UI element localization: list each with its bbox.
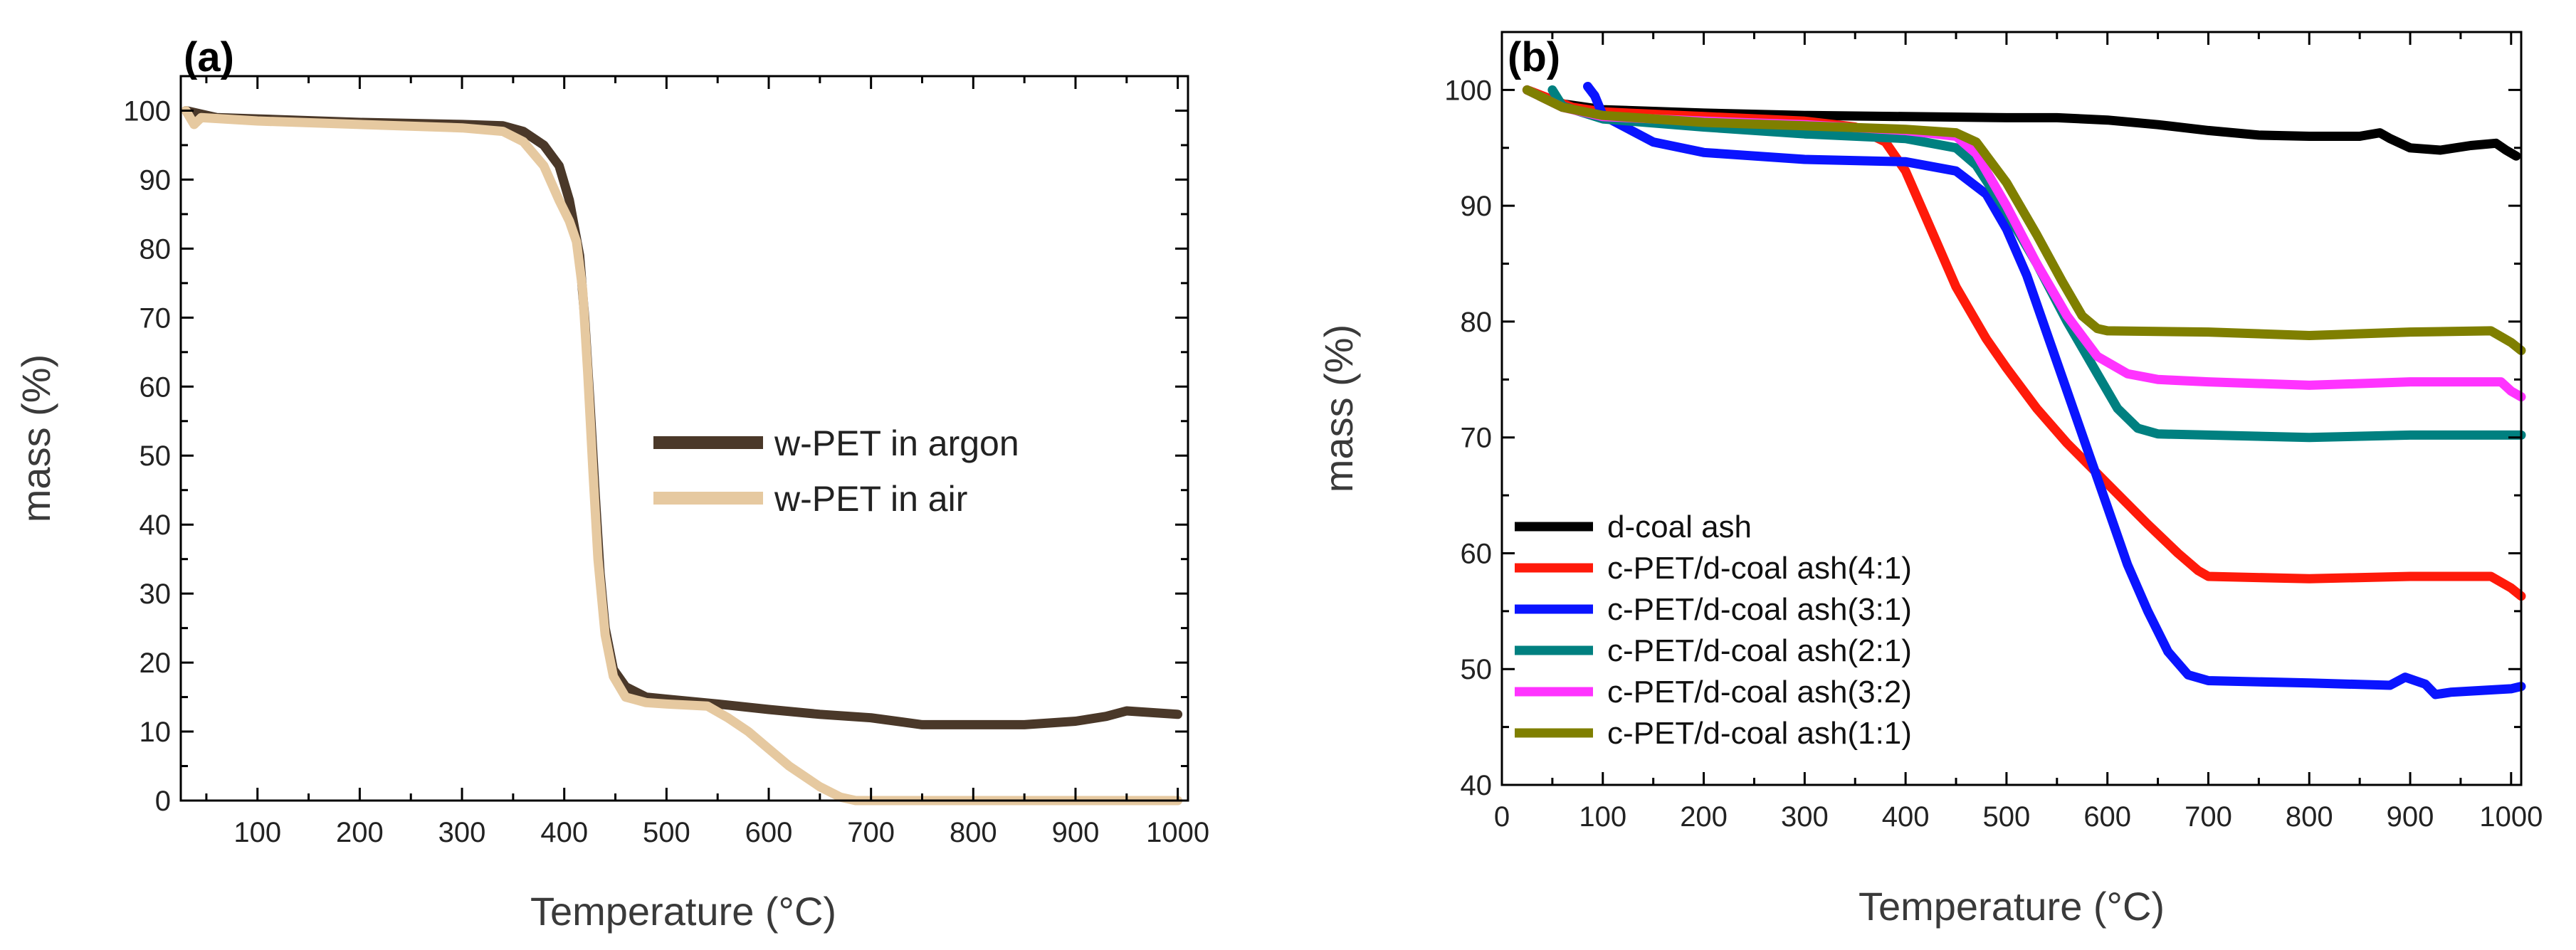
x-tick-label-600: 600 — [2083, 801, 2131, 833]
legend-label-w-pet-argon: w-PET in argon — [774, 423, 1019, 463]
panel-a-x-axis-title: Temperature (°C) — [530, 889, 836, 934]
panel-b-series-group — [1522, 82, 2526, 700]
series-line-c-pet-d-coal-ash-3-1 — [1583, 82, 2526, 700]
y-tick-label-30: 30 — [140, 579, 172, 610]
x-tick-label-200: 200 — [1680, 801, 1728, 833]
y-tick-label-0: 0 — [155, 786, 171, 817]
y-tick-label-100: 100 — [1444, 75, 1492, 106]
x-tick-label-800: 800 — [2286, 801, 2333, 833]
panel-b-plot-frame — [1500, 31, 2523, 786]
y-tick-label-70: 70 — [140, 302, 172, 334]
y-tick-label-50: 50 — [140, 440, 172, 472]
x-tick-label-300: 300 — [438, 817, 486, 848]
x-tick-label-200: 200 — [336, 817, 384, 848]
y-tick-label-100: 100 — [123, 95, 171, 127]
y-tick-label-20: 20 — [140, 648, 172, 679]
x-tick-label-1000: 1000 — [1146, 817, 1209, 848]
x-tick-label-600: 600 — [745, 817, 793, 848]
series-line-w-pet-in-air — [181, 106, 1183, 806]
legend-label-c-pet-d-coal-ash-3-2: c-PET/d-coal ash(3:2) — [1607, 675, 1912, 709]
x-tick-label-100: 100 — [233, 817, 281, 848]
series-line-w-pet-in-argon — [181, 106, 1183, 729]
x-tick-label-500: 500 — [1983, 801, 2031, 833]
panel-a-label: (a) — [184, 34, 234, 80]
x-tick-label-500: 500 — [643, 817, 690, 848]
y-tick-label-90: 90 — [1461, 191, 1493, 222]
x-tick-label-900: 900 — [2387, 801, 2434, 833]
x-tick-label-400: 400 — [540, 817, 588, 848]
legend-label-c-pet-d-coal-ash-4-1: c-PET/d-coal ash(4:1) — [1607, 551, 1912, 586]
legend-label-d-coal-ash: d-coal ash — [1607, 510, 1752, 544]
panel-b-y-axis-title: mass (%) — [1316, 324, 1361, 492]
panel-b-label: (b) — [1508, 34, 1560, 80]
x-tick-label-1000: 1000 — [2479, 801, 2543, 833]
x-tick-label-300: 300 — [1781, 801, 1829, 833]
y-tick-label-40: 40 — [140, 510, 172, 541]
x-tick-label-900: 900 — [1052, 817, 1100, 848]
panel-b-ticks: 0 100 200 300 400 500 600 700 800 900 1000 40 50 60 70… — [1444, 31, 2543, 833]
y-tick-label-60: 60 — [140, 371, 172, 403]
legend-label-w-pet-air: w-PET in air — [774, 479, 967, 519]
x-tick-label-100: 100 — [1579, 801, 1626, 833]
x-tick-label-800: 800 — [950, 817, 997, 848]
legend-label-c-pet-d-coal-ash-2-1: c-PET/d-coal ash(2:1) — [1607, 633, 1912, 668]
x-tick-label-700: 700 — [847, 817, 895, 848]
panel-a-y-axis-title: mass (%) — [14, 354, 58, 522]
panel-b-thermogram: (b) 0 100 200 300 400 500 600 700 800 900 1000 40 50… — [1316, 31, 2543, 929]
panel-a-legend: w-PET in argon w-PET in air — [653, 423, 1019, 519]
y-tick-label-60: 60 — [1461, 538, 1493, 569]
panel-a-series-group — [181, 106, 1183, 806]
panel-a-ticks: 100 200 300 400 500 600 700 800 900 1000 0 10 20 30 40… — [123, 75, 1209, 848]
y-tick-label-80: 80 — [140, 233, 172, 265]
x-tick-label-700: 700 — [2185, 801, 2232, 833]
legend-label-c-pet-d-coal-ash-3-1: c-PET/d-coal ash(3:1) — [1607, 592, 1912, 627]
panel-a-plot-frame — [179, 75, 1189, 802]
y-tick-label-90: 90 — [140, 164, 172, 196]
panel-b-legend: d-coal ash c-PET/d-coal ash(4:1) c-PET/d-c… — [1515, 510, 1912, 751]
y-tick-label-70: 70 — [1461, 423, 1493, 454]
panel-b-x-axis-title: Temperature (°C) — [1859, 884, 2165, 929]
x-tick-label-0: 0 — [1494, 801, 1510, 833]
y-tick-label-10: 10 — [140, 717, 172, 748]
y-tick-label-40: 40 — [1461, 770, 1493, 801]
y-tick-label-80: 80 — [1461, 307, 1493, 338]
panel-a-thermogram: (a) 100 200 300 400 500 600 700 800 900 1000 0 10 20… — [14, 34, 1209, 934]
series-line-c-pet-d-coal-ash-1-1 — [1522, 85, 2526, 356]
y-tick-label-50: 50 — [1461, 654, 1493, 685]
legend-label-c-pet-d-coal-ash-1-1: c-PET/d-coal ash(1:1) — [1607, 716, 1912, 751]
x-tick-label-400: 400 — [1882, 801, 1930, 833]
